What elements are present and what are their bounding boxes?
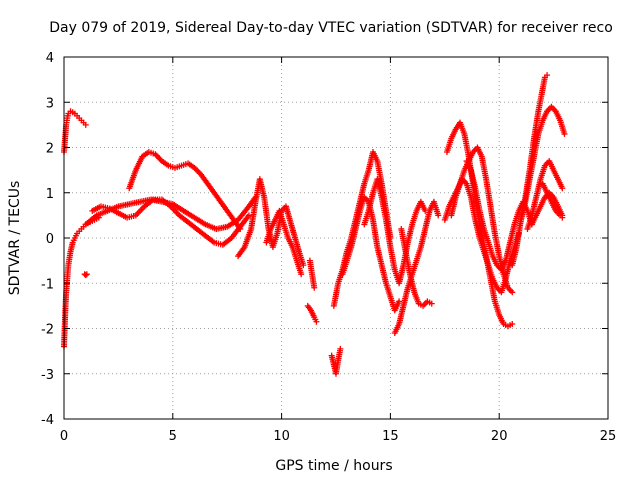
series-sat-n [361, 176, 429, 287]
data-point [82, 121, 89, 128]
x-tick-label: 20 [491, 429, 508, 444]
series-sat-e [126, 149, 244, 232]
data-point [311, 284, 318, 291]
x-tick-label: 10 [273, 429, 290, 444]
series-sat-j [306, 257, 318, 291]
chart-title: Day 079 of 2019, Sidereal Day-to-day VTE… [49, 20, 613, 36]
data-point [435, 212, 442, 219]
series-sat-g [235, 176, 307, 269]
data-point [337, 345, 344, 352]
y-tick-label: 4 [46, 51, 54, 66]
series-sat-p [398, 225, 435, 309]
y-tick-label: 2 [46, 142, 54, 157]
series-sat-y [539, 180, 566, 221]
data-point [82, 272, 89, 279]
y-tick-label: -4 [41, 413, 54, 428]
x-axis-label: GPS time / hours [275, 458, 392, 474]
series-sat-o [391, 198, 442, 337]
data-point [300, 262, 307, 269]
data-point [245, 212, 252, 219]
series-sat-t [463, 158, 535, 273]
y-tick-label: 3 [46, 96, 54, 111]
x-tick-label: 15 [382, 429, 399, 444]
data-point [561, 130, 568, 137]
series-sat-k [328, 345, 344, 377]
data-point [298, 271, 305, 278]
y-tick-label: -2 [41, 323, 54, 338]
data-points [61, 72, 568, 377]
axis-ticks: 0 5 10 15 20 25 -4 -3 -2 -1 0 1 2 3 4 [41, 51, 616, 444]
y-tick-label: -3 [41, 368, 54, 383]
series-sat-h [263, 207, 305, 278]
series-sat-a [61, 108, 89, 156]
data-point [83, 271, 90, 278]
y-tick-label: -1 [41, 277, 54, 292]
series-sat-c [81, 271, 90, 279]
data-point [428, 300, 435, 307]
series-sat-f [89, 196, 252, 248]
series-sat-b [61, 214, 102, 350]
series-sat-m [339, 194, 403, 314]
series-sat-i [304, 302, 320, 325]
y-tick-label: 0 [46, 232, 54, 247]
series-sat-d [82, 194, 259, 232]
data-point [559, 185, 566, 192]
data-point [313, 318, 320, 325]
data-point [509, 320, 516, 327]
data-point [509, 289, 516, 296]
data-point [396, 298, 403, 305]
x-tick-label: 5 [169, 429, 177, 444]
y-axis-label: SDTVAR / TECUs [7, 181, 23, 296]
series-sat-v [517, 103, 568, 223]
x-tick-label: 0 [60, 429, 68, 444]
data-point [544, 72, 551, 79]
y-tick-label: 1 [46, 187, 54, 202]
x-tick-label: 25 [600, 429, 617, 444]
data-point [559, 214, 566, 221]
